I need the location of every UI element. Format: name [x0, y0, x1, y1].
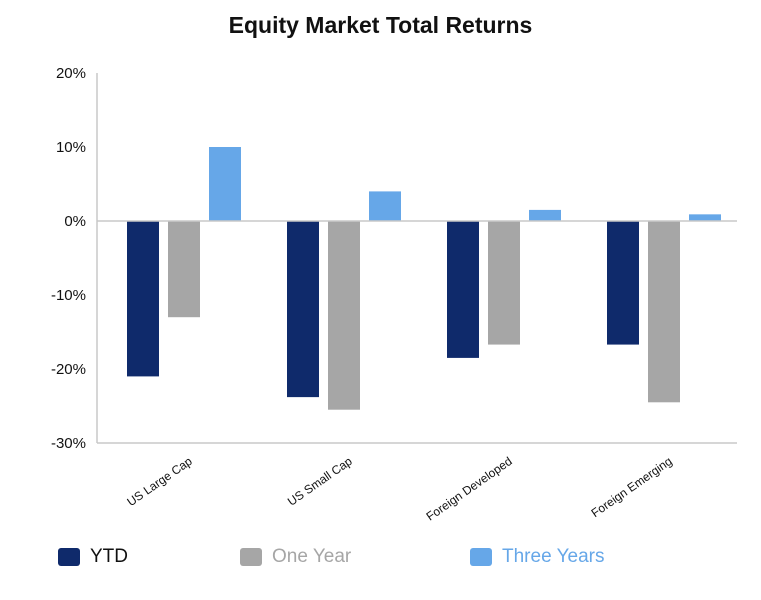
bar-ytd	[447, 221, 479, 358]
legend-label-one-year: One Year	[272, 546, 352, 567]
bar-ytd	[607, 221, 639, 345]
y-tick-label: 10%	[56, 139, 86, 156]
bar-one-year	[328, 221, 360, 410]
bar-three-years	[209, 147, 241, 221]
bar-one-year	[488, 221, 520, 345]
legend-label-ytd: YTD	[90, 546, 128, 567]
chart-title: Equity Market Total Returns	[228, 12, 533, 38]
bars	[127, 147, 721, 410]
bar-one-year	[648, 221, 680, 403]
y-tick-label: 0%	[64, 213, 86, 230]
bar-three-years	[689, 214, 721, 221]
bar-one-year	[168, 221, 200, 318]
legend-item-one-year: One Year	[240, 546, 470, 568]
y-tick-label: -20%	[51, 361, 86, 378]
bar-ytd	[127, 221, 159, 377]
bar-ytd	[287, 221, 319, 398]
bar-three-years	[369, 191, 401, 221]
y-tick-label: -10%	[51, 287, 86, 304]
x-axis-labels: US Large Cap US Small Cap Foreign Develope…	[124, 454, 674, 524]
x-tick-label: US Small Cap	[285, 454, 355, 509]
legend: YTD One Year Three Years	[58, 546, 604, 568]
bar-three-years	[529, 209, 561, 221]
legend-item-ytd: YTD	[58, 546, 240, 568]
legend-swatch-ytd	[58, 548, 80, 566]
legend-swatch-one-year	[240, 548, 262, 566]
axes	[96, 73, 737, 444]
legend-label-three-years: Three Years	[502, 546, 605, 567]
y-tick-label: -30%	[51, 435, 86, 452]
x-tick-label: US Large Cap	[124, 454, 195, 509]
legend-swatch-three-years	[470, 548, 492, 566]
bar-chart: 20% 10% 0% -10% -20% -30% US Large Cap US Smal…	[51, 65, 737, 524]
x-tick-label: Foreign Developed	[424, 454, 515, 524]
x-tick-label: Foreign Emerging	[589, 454, 675, 520]
legend-item-three-years: Three Years	[470, 546, 604, 568]
y-tick-label: 20%	[56, 65, 86, 82]
y-axis-labels: 20% 10% 0% -10% -20% -30%	[51, 65, 86, 452]
